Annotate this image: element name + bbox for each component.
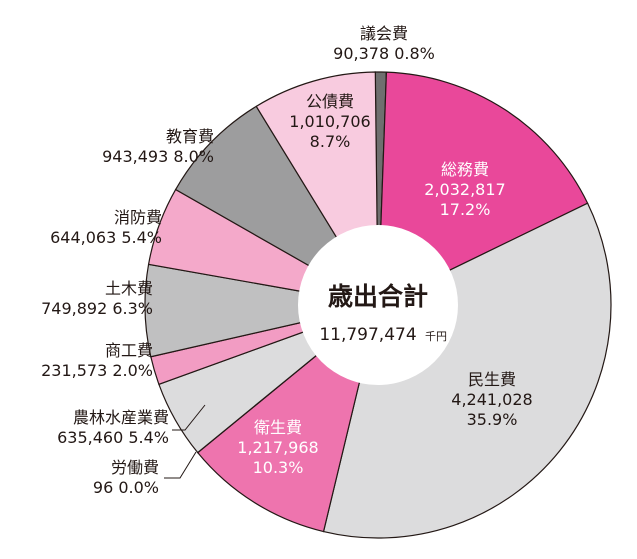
label-name: 商工費 (105, 341, 153, 360)
leader-rodohi (164, 451, 197, 479)
label-name: 労働費 (111, 458, 159, 477)
label-name: 消防費 (114, 208, 162, 227)
center-total-unit: 千円 (425, 330, 447, 343)
label-value: 1,217,968 (237, 438, 318, 457)
label-rodohi: 労働費 96 0.0% (93, 458, 159, 497)
leader-norin-suisangyohi (172, 404, 206, 431)
label-value: 4,241,028 (451, 390, 532, 409)
label-percent: 8.7% (310, 132, 351, 151)
label-somuhi: 総務費 2,032,817 17.2% (424, 160, 505, 219)
label-value-percent: 90,378 0.8% (333, 44, 435, 63)
slice-labels: 議会費 90,378 0.8% 総務費 2,032,817 17.2% 民生費 4,241,… (41, 24, 533, 497)
label-value: 1,010,706 (289, 112, 370, 131)
label-eiseihi: 衛生費 1,217,968 10.3% (237, 418, 318, 477)
label-value-percent: 635,460 5.4% (57, 428, 169, 447)
label-name: 衛生費 (254, 418, 302, 437)
label-name: 農林水産業費 (73, 408, 169, 427)
center-title: 歳出合計 (328, 282, 428, 311)
label-name: 民生費 (468, 370, 516, 389)
label-dobokuhi: 土木費 749,892 6.3% (41, 279, 153, 318)
label-value-percent: 644,063 5.4% (50, 228, 162, 247)
label-value-percent: 943,493 8.0% (102, 147, 214, 166)
donut-hole (298, 225, 458, 385)
label-name: 土木費 (105, 279, 153, 298)
label-value: 2,032,817 (424, 180, 505, 199)
label-value-percent: 749,892 6.3% (41, 299, 153, 318)
label-name: 総務費 (441, 160, 489, 179)
label-percent: 35.9% (467, 410, 518, 429)
label-percent: 10.3% (253, 458, 304, 477)
slice-minseihi (322, 202, 612, 539)
label-value-percent: 231,573 2.0% (41, 361, 153, 380)
label-name: 教育費 (166, 127, 214, 146)
label-norin-suisangyohi: 農林水産業費 635,460 5.4% (57, 408, 169, 447)
label-minseihi: 民生費 4,241,028 35.9% (451, 370, 532, 429)
label-percent: 17.2% (440, 200, 491, 219)
label-name: 議会費 (360, 24, 408, 43)
label-name: 公債費 (306, 92, 354, 111)
label-shobohi: 消防費 644,063 5.4% (50, 208, 162, 247)
label-shokohi: 商工費 231,573 2.0% (41, 341, 153, 380)
label-kyoikuhi: 教育費 943,493 8.0% (102, 127, 214, 166)
center-total-value: 11,797,474 (319, 325, 416, 345)
label-kosaihi: 公債費 1,010,706 8.7% (289, 92, 370, 151)
label-value-percent: 96 0.0% (93, 478, 159, 497)
label-gikaihi: 議会費 90,378 0.8% (333, 24, 435, 63)
leader-lines (164, 73, 387, 479)
